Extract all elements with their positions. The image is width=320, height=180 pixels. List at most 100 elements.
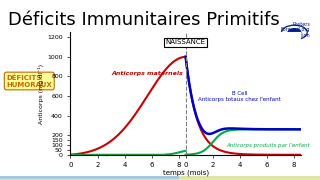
Text: Posters
Forward.org
Vision: Posters Forward.org Vision xyxy=(281,22,310,38)
Bar xyxy=(0,177,179,179)
Bar xyxy=(179,177,320,178)
Bar xyxy=(0,178,179,180)
Bar xyxy=(0,177,179,179)
Bar xyxy=(0,177,179,179)
Bar xyxy=(0,178,179,179)
Bar xyxy=(0,177,179,178)
Bar xyxy=(179,177,320,179)
Bar xyxy=(179,178,320,180)
Bar xyxy=(179,176,320,178)
Bar xyxy=(0,177,179,179)
Bar xyxy=(0,177,179,178)
Bar xyxy=(179,177,320,178)
Bar xyxy=(179,177,320,179)
Bar xyxy=(0,178,179,179)
Bar xyxy=(179,178,320,180)
Bar xyxy=(0,177,179,179)
Bar xyxy=(0,178,179,180)
Bar xyxy=(179,178,320,179)
Bar xyxy=(179,177,320,179)
Bar xyxy=(0,177,179,179)
Bar xyxy=(179,178,320,179)
Text: B Cell
Anticorps totaux chez l'enfant: B Cell Anticorps totaux chez l'enfant xyxy=(198,91,281,102)
Bar xyxy=(179,177,320,179)
Bar xyxy=(0,177,179,179)
Bar xyxy=(0,177,179,179)
Bar xyxy=(179,177,320,179)
Bar xyxy=(0,177,179,179)
Bar xyxy=(179,178,320,180)
Bar xyxy=(179,177,320,179)
Bar xyxy=(179,177,320,179)
Bar xyxy=(179,177,320,178)
Bar xyxy=(179,178,320,180)
Bar xyxy=(179,177,320,179)
Bar xyxy=(0,176,179,178)
Bar xyxy=(0,177,179,179)
Bar xyxy=(0,177,179,179)
Bar xyxy=(0,177,179,179)
Bar xyxy=(0,177,179,179)
Bar xyxy=(0,177,179,179)
Bar xyxy=(179,177,320,179)
Bar xyxy=(0,178,179,180)
Bar xyxy=(0,177,179,178)
Bar xyxy=(179,178,320,179)
Bar xyxy=(0,178,179,179)
Bar xyxy=(179,178,320,180)
Bar xyxy=(179,177,320,179)
Bar xyxy=(179,178,320,180)
Bar xyxy=(179,177,320,178)
Bar xyxy=(179,177,320,179)
Bar xyxy=(0,178,179,180)
Bar xyxy=(0,178,179,180)
Bar xyxy=(179,177,320,179)
Bar xyxy=(179,177,320,179)
Bar xyxy=(0,177,179,178)
Bar xyxy=(179,177,320,179)
Bar xyxy=(179,178,320,180)
Bar xyxy=(179,177,320,178)
Bar xyxy=(179,177,320,179)
Bar xyxy=(0,177,179,179)
Bar xyxy=(179,178,320,180)
Bar xyxy=(0,177,179,179)
Bar xyxy=(0,178,179,180)
Bar xyxy=(179,177,320,179)
Bar xyxy=(179,178,320,180)
Bar xyxy=(179,177,320,178)
Bar xyxy=(179,178,320,180)
Bar xyxy=(179,178,320,180)
Bar xyxy=(0,177,179,179)
Bar xyxy=(0,177,179,179)
Bar xyxy=(179,177,320,179)
Bar xyxy=(0,178,179,180)
Bar xyxy=(179,177,320,179)
Bar xyxy=(0,176,179,178)
Bar xyxy=(0,177,179,179)
Bar xyxy=(179,178,320,180)
Bar xyxy=(0,177,179,179)
Bar xyxy=(0,178,179,180)
Bar xyxy=(179,178,320,179)
Bar xyxy=(0,176,179,178)
Bar xyxy=(0,177,179,179)
Bar xyxy=(179,178,320,180)
Bar xyxy=(179,177,320,179)
Bar xyxy=(179,178,320,180)
Bar xyxy=(179,176,320,178)
Bar xyxy=(179,177,320,179)
Bar xyxy=(179,177,320,179)
Bar xyxy=(0,178,179,180)
Bar xyxy=(179,177,320,179)
Bar xyxy=(0,177,179,179)
Bar xyxy=(179,177,320,179)
Bar xyxy=(0,178,179,180)
Bar xyxy=(179,177,320,179)
Bar xyxy=(179,177,320,178)
Bar xyxy=(179,176,320,178)
Bar xyxy=(179,178,320,179)
Bar xyxy=(0,177,179,179)
Bar xyxy=(179,176,320,178)
Bar xyxy=(0,178,179,180)
